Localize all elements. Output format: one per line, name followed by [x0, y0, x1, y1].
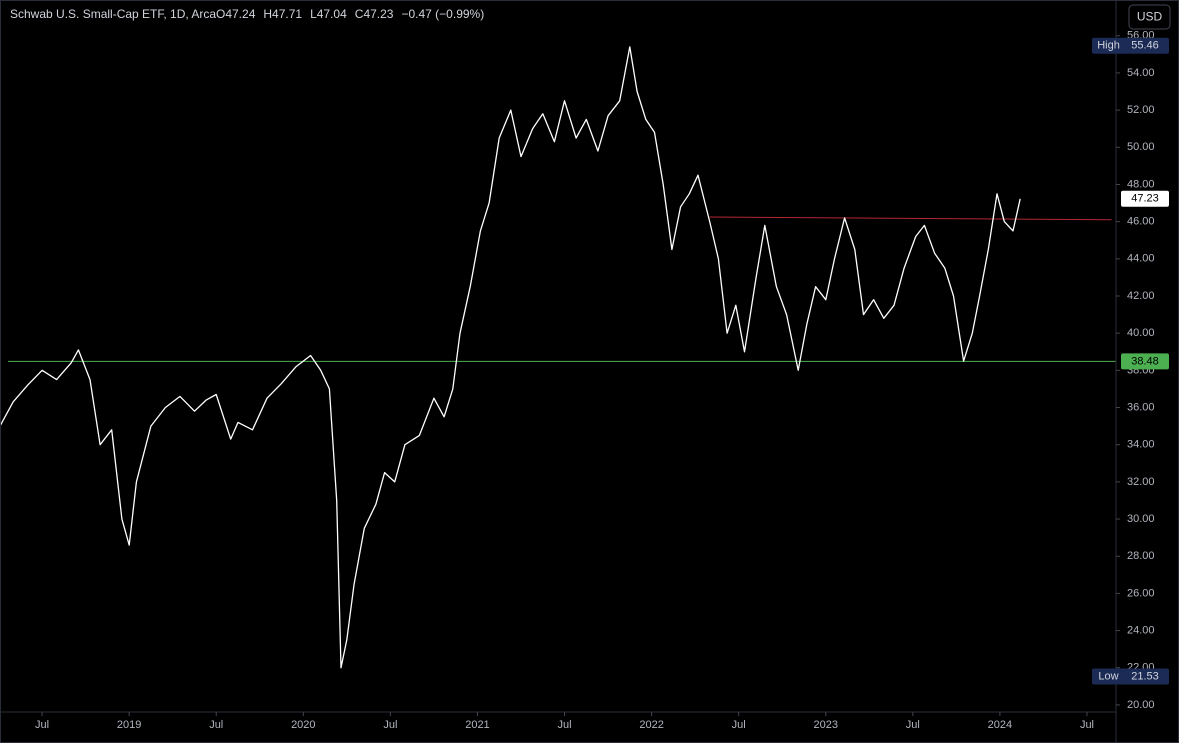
low-tag: Low — [1098, 670, 1118, 682]
currency-button[interactable] — [1128, 4, 1171, 30]
ohlc-value: C47.23 — [355, 7, 394, 21]
support-label: 38.48 — [1131, 355, 1159, 367]
y-tick-label: 44.00 — [1127, 253, 1155, 265]
high-tag-box — [1092, 37, 1125, 54]
low-tag-box — [1092, 668, 1125, 685]
x-tick-label: Jul — [35, 719, 49, 731]
y-tick-label: 26.00 — [1127, 587, 1155, 599]
y-tick-label: 30.00 — [1127, 513, 1155, 525]
x-tick-label: 2024 — [988, 719, 1012, 731]
x-tick-label: 2020 — [291, 719, 315, 731]
low-value-box — [1121, 668, 1169, 685]
x-tick-label: 2022 — [639, 719, 663, 731]
y-tick-label: 20.00 — [1127, 699, 1155, 711]
ohlc-value: L47.04 — [310, 7, 347, 21]
y-tick-label: 42.00 — [1127, 290, 1155, 302]
y-tick-label: 50.00 — [1127, 141, 1155, 153]
chart-title: Schwab U.S. Small-Cap ETF, 1D, Arca — [10, 7, 216, 21]
x-tick-label: 2021 — [465, 719, 489, 731]
x-tick-label: Jul — [1080, 719, 1094, 731]
low-value: 21.53 — [1131, 670, 1159, 682]
last-price-box — [1121, 190, 1169, 207]
y-tick-label: 48.00 — [1127, 178, 1155, 190]
ohlc-value: H47.71 — [263, 7, 302, 21]
ohlc: O47.24 H47.71 L47.04 C47.23 −0.47 (−0.99%) — [216, 7, 484, 21]
y-tick-label: 34.00 — [1127, 439, 1155, 451]
high-value-box — [1121, 37, 1169, 54]
plot — [0, 46, 1116, 669]
last-price: 47.23 — [1131, 193, 1159, 205]
y-tick-label: 28.00 — [1127, 550, 1155, 562]
support-label-box — [1121, 353, 1169, 370]
resistance-line — [709, 216, 1112, 221]
price-line — [0, 46, 1021, 669]
x-tick-label: Jul — [209, 719, 223, 731]
y-tick-label: 36.00 — [1127, 401, 1155, 413]
x-tick-label: 2019 — [117, 719, 141, 731]
x-tick-label: 2023 — [814, 719, 838, 731]
y-tick-label: 32.00 — [1127, 476, 1155, 488]
high-value: 55.46 — [1131, 40, 1159, 52]
y-tick-label: 40.00 — [1127, 327, 1155, 339]
y-tick-label: 24.00 — [1127, 624, 1155, 636]
x-tick-label: Jul — [906, 719, 920, 731]
currency[interactable]: USD — [1137, 10, 1163, 24]
ohlc-value: O47.24 — [216, 7, 256, 21]
x-tick-label: Jul — [557, 719, 571, 731]
y-tick-label: 52.00 — [1127, 104, 1155, 116]
x-tick-label: Jul — [383, 719, 397, 731]
x-tick-label: Jul — [732, 719, 746, 731]
high-tag: High — [1097, 40, 1120, 52]
y-tick-label: 54.00 — [1127, 67, 1155, 79]
y-tick-label: 46.00 — [1127, 216, 1155, 228]
change: −0.47 (−0.99%) — [401, 7, 484, 21]
